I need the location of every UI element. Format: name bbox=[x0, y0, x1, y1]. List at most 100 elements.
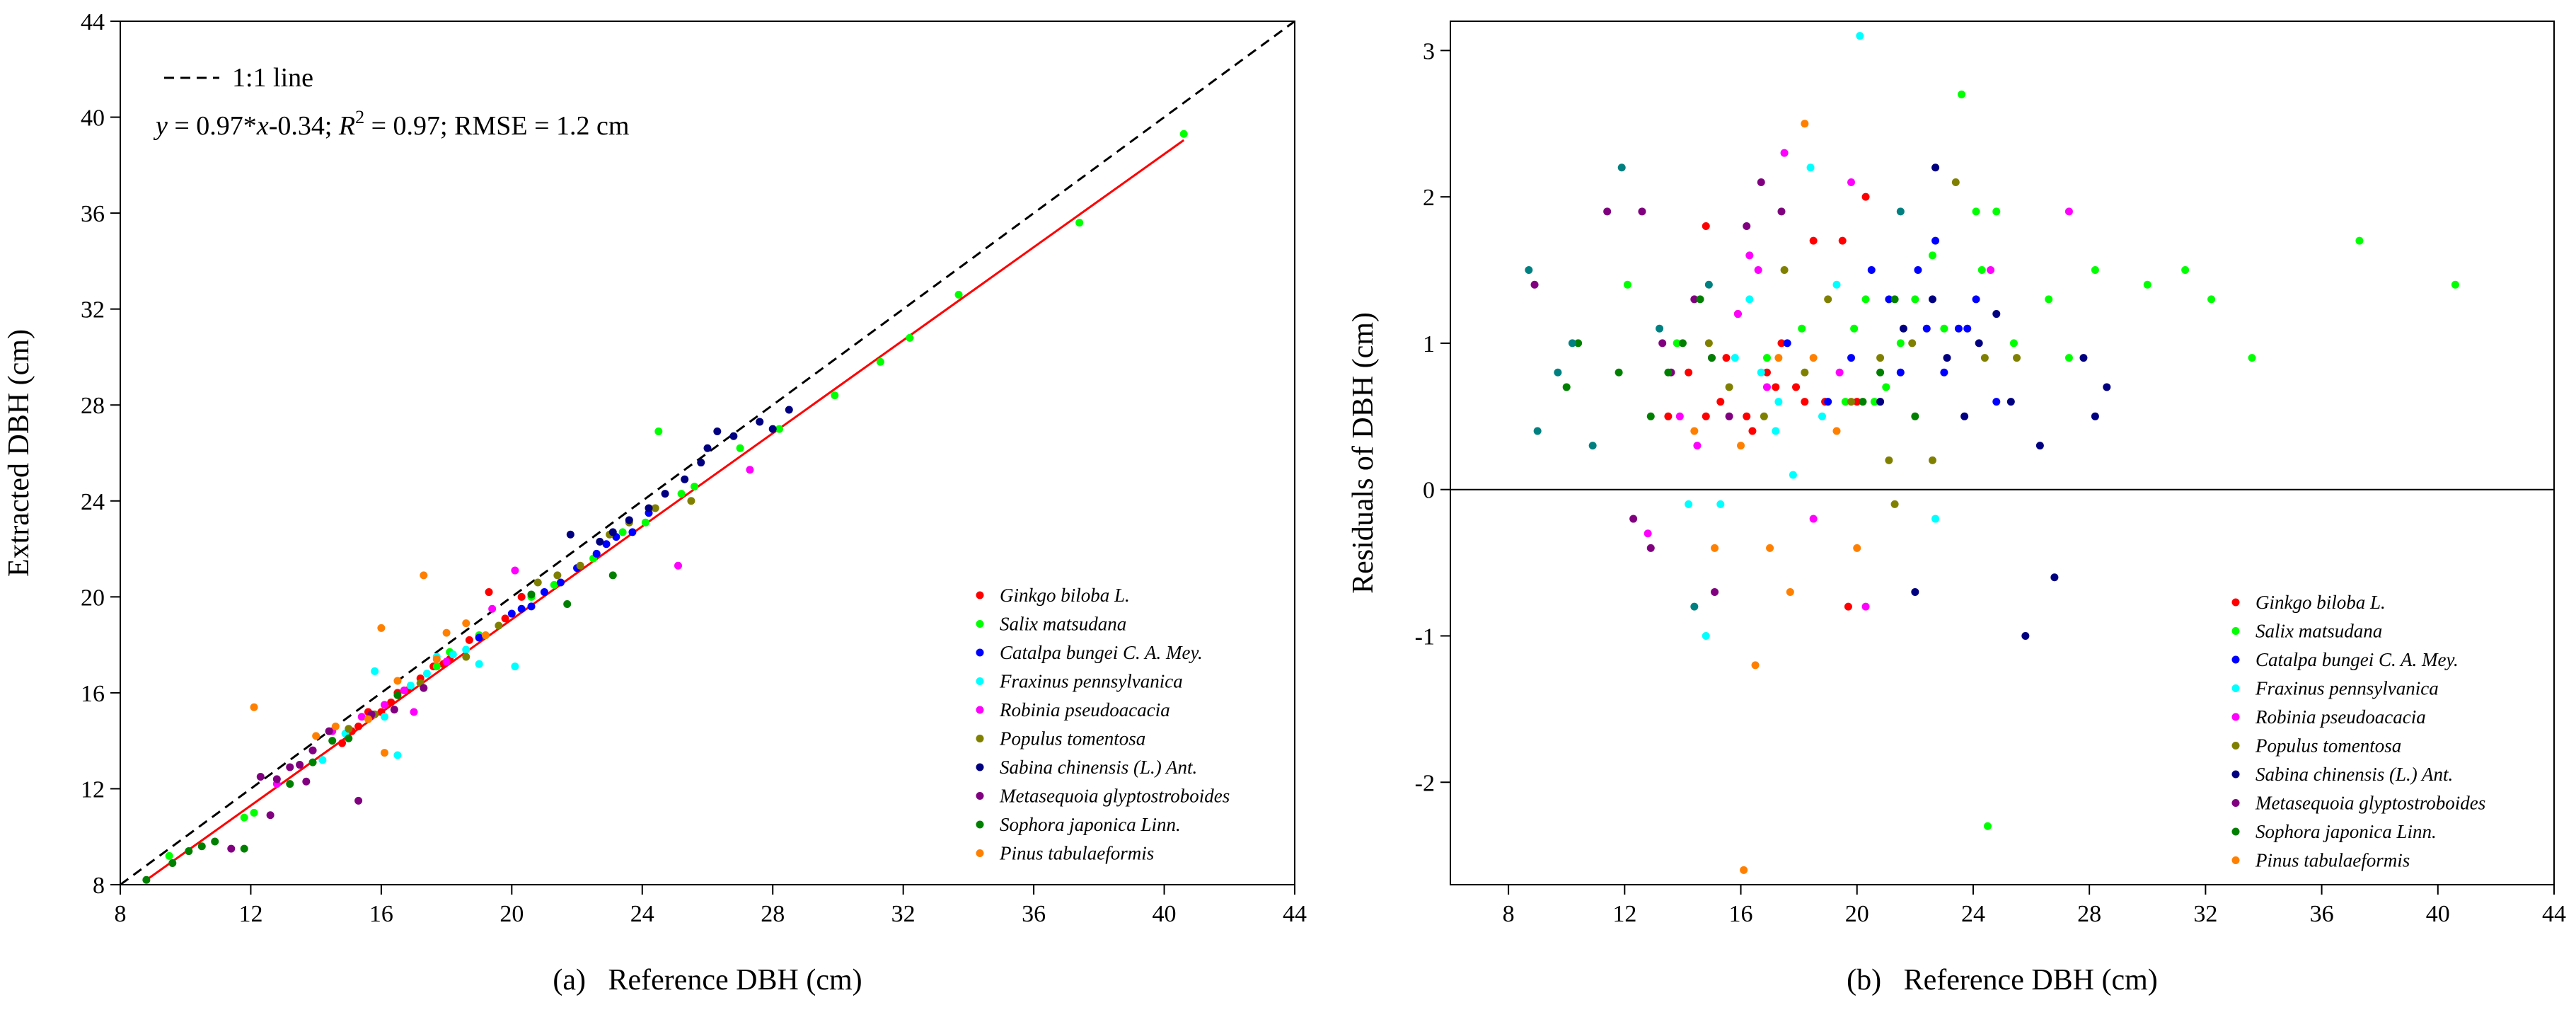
data-point bbox=[1882, 383, 1890, 391]
data-point bbox=[1678, 339, 1687, 348]
data-point bbox=[250, 703, 258, 711]
data-point bbox=[1702, 631, 1710, 640]
data-point bbox=[876, 357, 884, 366]
data-point bbox=[1716, 398, 1725, 406]
data-point bbox=[1638, 207, 1646, 216]
data-point bbox=[697, 459, 705, 467]
data-point bbox=[1656, 324, 1664, 333]
data-point bbox=[381, 749, 388, 757]
legend-marker bbox=[2231, 684, 2240, 692]
data-point bbox=[1980, 354, 1989, 362]
data-point bbox=[475, 660, 483, 668]
data-point bbox=[1772, 427, 1780, 435]
data-point bbox=[1983, 822, 1992, 830]
series-populus-tomentosa bbox=[1704, 178, 2021, 508]
data-point bbox=[1958, 90, 1966, 98]
series-metasequoia-glyptostroboides bbox=[227, 684, 428, 853]
x-tick-label: 8 bbox=[115, 901, 127, 927]
data-point bbox=[1972, 295, 1980, 304]
data-point bbox=[308, 746, 317, 754]
data-point bbox=[1722, 354, 1731, 362]
legend-marker bbox=[2231, 770, 2240, 779]
legend-marker bbox=[976, 591, 984, 599]
legend-label: Salix matsudana bbox=[1000, 614, 1126, 635]
legend-label: Pinus tabulaeformis bbox=[2255, 850, 2410, 871]
data-point bbox=[1725, 412, 1733, 420]
data-point bbox=[1780, 266, 1789, 275]
y-tick-label: 12 bbox=[81, 776, 105, 803]
data-point bbox=[1760, 412, 1768, 420]
data-point bbox=[1673, 339, 1681, 348]
x-tick-label: 44 bbox=[2542, 901, 2566, 927]
data-point bbox=[377, 624, 386, 632]
data-point bbox=[1928, 251, 1936, 260]
data-point bbox=[296, 761, 304, 769]
data-point bbox=[645, 504, 653, 512]
data-point bbox=[387, 698, 395, 706]
data-point bbox=[345, 734, 353, 742]
data-point bbox=[1899, 324, 1907, 333]
data-point bbox=[1740, 866, 1748, 874]
data-point bbox=[527, 590, 536, 599]
legend-marker bbox=[2231, 655, 2240, 664]
x-tick-label: 40 bbox=[1153, 901, 1177, 927]
data-point bbox=[1179, 130, 1188, 138]
data-point bbox=[1850, 324, 1859, 333]
data-point bbox=[691, 482, 699, 490]
data-point bbox=[1743, 222, 1751, 230]
legend-label: Populus tomentosa bbox=[2255, 735, 2401, 757]
legend-marker bbox=[2231, 799, 2240, 807]
data-point bbox=[432, 655, 441, 663]
data-point bbox=[602, 540, 611, 549]
data-point bbox=[1737, 442, 1745, 450]
data-point bbox=[1574, 339, 1583, 348]
data-point bbox=[2103, 383, 2111, 391]
series-catalpa-bungei-c-a-mey bbox=[475, 509, 653, 642]
y-tick-label: 0 bbox=[1423, 478, 1435, 504]
data-point bbox=[1664, 412, 1673, 420]
data-point bbox=[1954, 324, 1963, 333]
data-point bbox=[1911, 412, 1919, 420]
regression-fit-line bbox=[146, 139, 1185, 881]
data-point bbox=[354, 722, 363, 730]
data-point bbox=[1977, 266, 1986, 275]
data-point bbox=[1617, 163, 1626, 172]
data-point bbox=[325, 727, 333, 735]
legend-marker bbox=[976, 820, 984, 829]
data-point bbox=[768, 425, 777, 433]
x-tick-label: 20 bbox=[1845, 901, 1869, 927]
data-point bbox=[1530, 280, 1539, 289]
data-point bbox=[256, 773, 265, 781]
data-point bbox=[1762, 368, 1771, 377]
data-point bbox=[775, 425, 783, 433]
legend-marker bbox=[2231, 742, 2240, 750]
legend-marker bbox=[976, 677, 984, 685]
data-point bbox=[308, 758, 317, 766]
data-point bbox=[511, 662, 519, 671]
data-point bbox=[1783, 339, 1791, 348]
legend-marker bbox=[2231, 827, 2240, 836]
data-point bbox=[641, 518, 649, 527]
data-point bbox=[1824, 295, 1832, 304]
legend-label: Salix matsudana bbox=[2256, 621, 2382, 642]
data-point bbox=[1780, 149, 1789, 157]
data-point bbox=[1931, 163, 1940, 172]
data-point bbox=[1963, 324, 1972, 333]
data-point bbox=[240, 813, 248, 822]
data-point bbox=[1554, 368, 1562, 377]
data-point bbox=[1861, 295, 1870, 304]
data-point bbox=[240, 844, 248, 853]
data-point bbox=[681, 475, 689, 483]
data-point bbox=[1847, 178, 1856, 186]
one-to-one-line bbox=[120, 21, 1295, 885]
legend-label: Robinia pseudoacacia bbox=[999, 699, 1170, 720]
panel-a-x-ticks: 8 12 16 20 24 28 32 36 40 44 bbox=[115, 885, 1307, 927]
data-point bbox=[1743, 412, 1751, 420]
data-point bbox=[462, 653, 470, 661]
data-point bbox=[906, 333, 914, 342]
legend-label: Sabina chinensis (L.) Ant. bbox=[1000, 757, 1197, 778]
data-point bbox=[1922, 324, 1931, 333]
data-point bbox=[1716, 500, 1725, 508]
legend-marker bbox=[976, 648, 984, 657]
